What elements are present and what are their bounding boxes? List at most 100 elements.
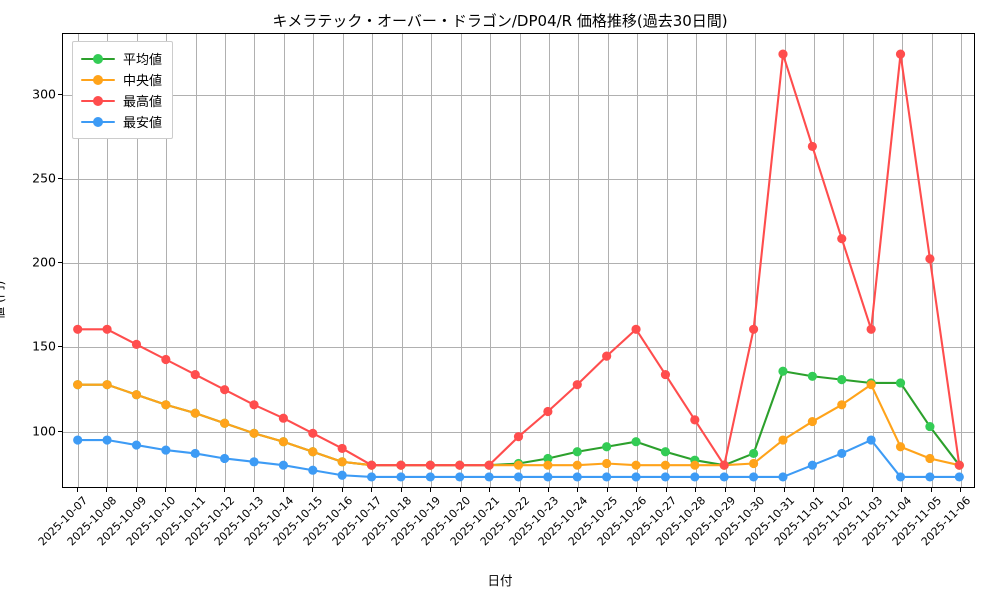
gridline-vertical [431,34,433,487]
gridline-vertical [607,34,609,487]
data-point [425,460,435,470]
y-axis-label: 値 (円) [0,280,7,320]
gridline-vertical [902,34,904,487]
legend-item[interactable]: 最高値 [81,90,162,111]
legend-label: 中央値 [123,74,163,89]
data-point [73,380,83,390]
series-3 [73,49,964,470]
data-point [278,413,288,423]
gridline-vertical [843,34,845,487]
data-point [895,442,906,452]
data-point [161,400,171,410]
data-point [249,428,259,438]
data-point [660,460,671,470]
data-point [631,437,641,447]
x-axis-label: 日付 [487,573,513,588]
x-tick-mark [223,488,225,492]
data-point [837,400,847,410]
data-point [366,472,377,482]
data-point [161,354,171,365]
data-point [660,370,671,380]
y-tick-mark [58,177,62,179]
data-point [778,472,788,482]
series-line [76,383,961,467]
gridline-vertical [195,34,197,487]
data-point [161,445,171,455]
gridline-vertical [401,34,403,487]
data-point [925,254,935,264]
x-tick-mark [813,488,815,492]
data-point [308,447,318,457]
x-tick-mark [960,488,962,492]
plot-area [62,33,975,488]
x-tick-mark [518,488,520,492]
gridline-vertical [166,34,168,487]
x-tick-mark [489,488,491,492]
legend-label: 平均値 [123,53,163,68]
x-tick-mark [76,488,78,492]
gridline-vertical [254,34,256,487]
data-point [73,324,83,334]
legend-label: 最高値 [123,95,163,110]
legend-swatch [81,53,115,65]
data-point [572,460,582,470]
data-point [220,385,230,395]
data-point [719,460,729,470]
x-tick-mark [871,488,873,492]
data-point [131,339,142,349]
y-tick-label: 300 [32,86,56,102]
data-point [278,437,288,447]
data-point [807,141,817,151]
gridline-vertical [107,34,109,487]
y-tick-label: 100 [32,423,56,439]
data-point [602,458,612,469]
gridline-vertical [490,34,492,487]
y-tick-mark [58,262,62,264]
x-tick-mark [842,488,844,492]
legend-item[interactable]: 平均値 [81,48,162,69]
gridline-vertical [784,34,786,487]
y-tick-label: 200 [32,254,56,270]
x-tick-mark [547,488,549,492]
data-point [660,447,671,457]
chart-title: キメラテック・オーバー・ドラゴン/DP04/R 価格推移(過去30日間) [272,12,728,30]
data-point [660,472,671,482]
data-point [513,460,524,470]
data-point [308,465,318,475]
data-point [190,448,200,459]
x-tick-mark [341,488,343,492]
x-tick-mark [930,488,932,492]
data-point [484,472,494,482]
legend-item[interactable]: 最安値 [81,111,162,132]
data-point [543,460,553,470]
data-point [513,432,524,442]
series-line [76,53,961,467]
data-point [778,49,788,59]
data-point [895,378,906,388]
x-tick-mark [665,488,667,492]
data-point [925,472,935,482]
gridline-vertical [637,34,639,487]
data-point [866,435,876,445]
series-4 [73,435,964,482]
data-point [602,351,612,361]
data-point [631,460,641,470]
legend-item[interactable]: 中央値 [81,69,162,90]
data-point [190,370,200,380]
gridline-vertical [372,34,374,487]
data-point [572,447,582,457]
x-tick-mark [194,488,196,492]
x-tick-mark [695,488,697,492]
data-point [837,448,847,459]
y-tick-mark [58,346,62,348]
data-point [190,408,200,418]
gridline-vertical [548,34,550,487]
gridline-horizontal [63,178,974,180]
x-tick-mark [901,488,903,492]
data-point [102,324,112,334]
data-point [249,400,259,410]
data-point [631,324,641,334]
data-point [837,234,847,244]
y-tick-label: 250 [32,170,56,186]
data-point [807,371,817,381]
